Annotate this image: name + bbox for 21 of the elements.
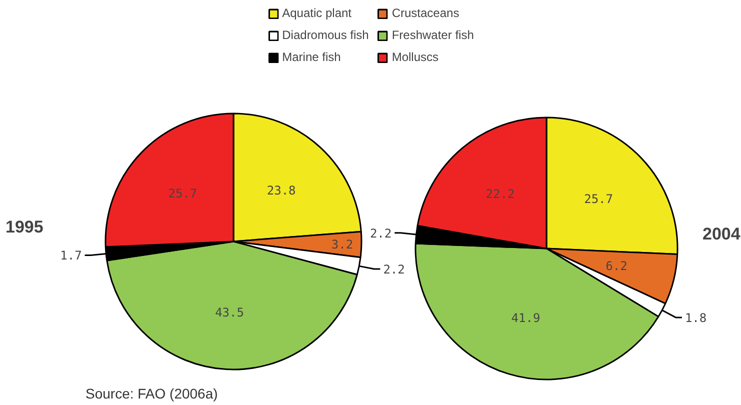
data-label: 22.2: [486, 186, 515, 201]
data-label: 25.7: [168, 186, 198, 200]
data-label: 1.8: [684, 311, 707, 326]
legend-label: Marine fish: [282, 50, 341, 64]
data-label: 2.2: [370, 226, 392, 240]
data-label: 43.5: [215, 305, 244, 320]
source-note: Source: FAO (2006a): [86, 386, 218, 402]
data-label: 41.9: [511, 310, 540, 325]
legend-label: Freshwater fish: [392, 28, 474, 42]
text: 1995: [6, 218, 44, 236]
legend-label: Aquatic plant: [282, 6, 352, 20]
data-label: 6.2: [606, 259, 628, 274]
text: 2004: [702, 224, 741, 244]
data-label: 3.2: [331, 238, 354, 252]
data-label: 23.8: [266, 183, 296, 198]
data-label: 25.7: [584, 192, 614, 206]
legend-label: Crustaceans: [392, 6, 460, 20]
data-label: 2.2: [383, 262, 405, 276]
legend-label: Molluscs: [392, 50, 439, 64]
data-label: 1.7: [60, 248, 82, 263]
legend-label: Diadromous fish: [282, 28, 369, 42]
